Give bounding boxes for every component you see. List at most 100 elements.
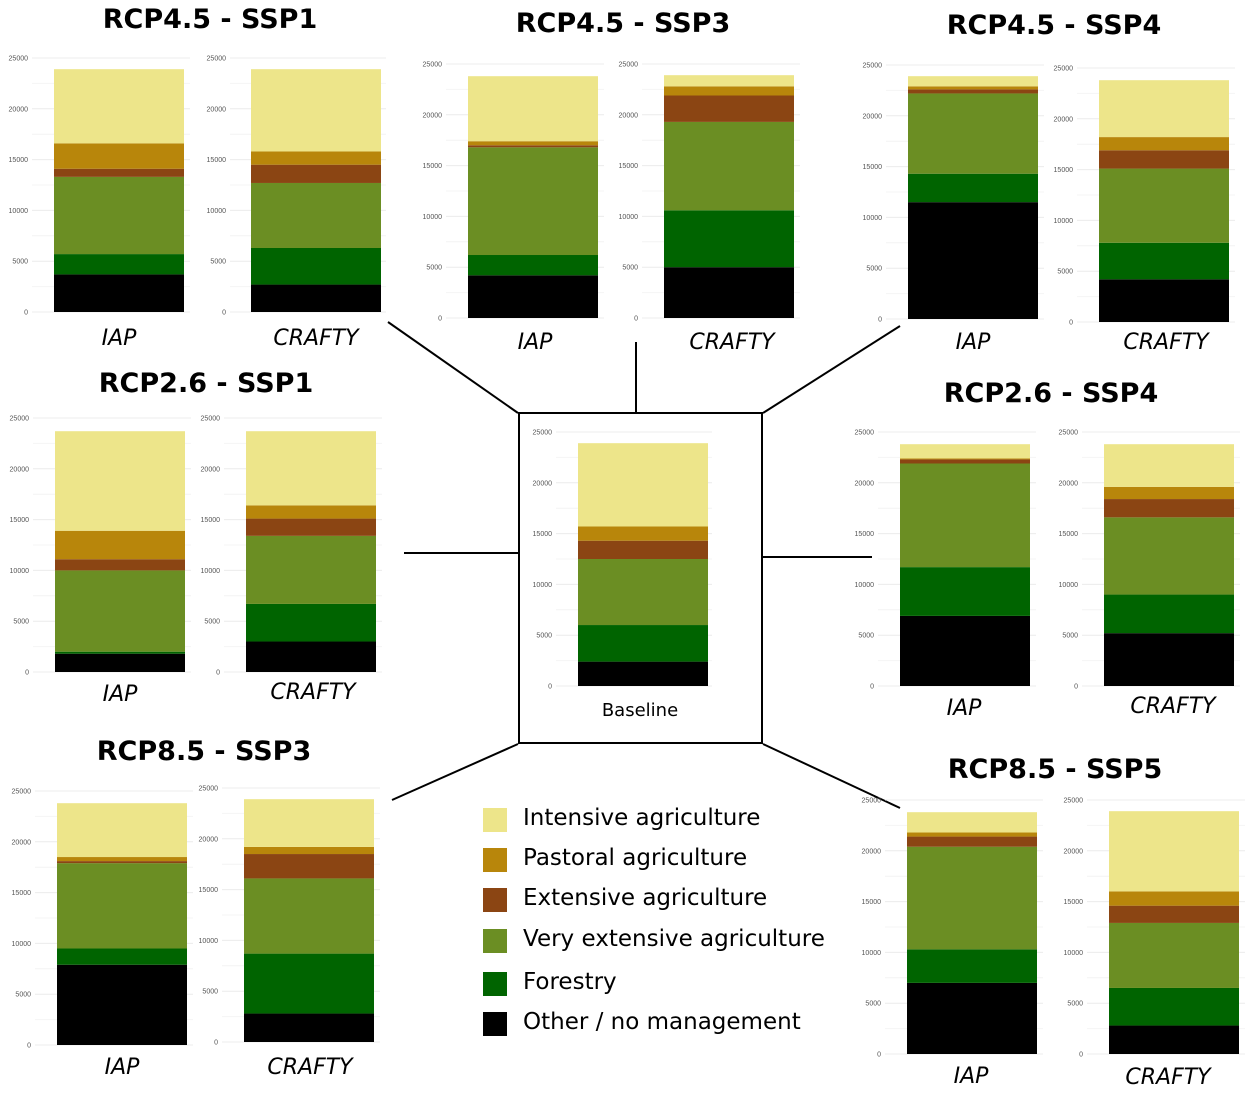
bar-segment-iap-very-extensive [908,93,1038,174]
legend-label-forestry: Forestry [523,969,617,995]
bar-segment-crafty-other [664,267,794,318]
bar-segment-crafty-pastoral [1104,486,1234,500]
bar-segment-iap-pastoral [908,86,1038,90]
bar-segment-crafty-forestry [664,210,794,268]
bar-segment-iap-pastoral [900,458,1030,460]
bar-segment-iap-extensive [57,861,187,864]
scenario-title-rcp45-ssp4: RCP4.5 - SSP4 [946,10,1162,41]
connector-rcp45-ssp1 [387,321,519,414]
bar-segment-crafty-other [1104,633,1234,686]
y-tick-label: 5000 [622,265,638,272]
x-label-rcp85-ssp3-iap: IAP [104,1055,140,1080]
bar-segment-crafty-extensive [1109,905,1239,923]
bar-segment-crafty-forestry [1109,987,1239,1026]
bar-segment-iap-extensive [468,145,598,148]
y-tick-label: 15000 [1064,899,1084,906]
legend-label-other: Other / no management [523,1009,801,1035]
bar-segment-iap-pastoral [468,141,598,146]
bar-segment-iap-extensive [900,459,1030,464]
legend-swatch-intensive [483,808,507,832]
y-tick-label: 10000 [1064,950,1084,957]
bar-segment-iap-intensive [57,803,187,858]
x-label-rcp26-ssp4-crafty: CRAFTY [1130,694,1216,719]
bar-segment-crafty-intensive [1104,444,1234,487]
bar-segment-iap-extensive [908,89,1038,94]
y-tick-label: 25000 [855,430,875,437]
bar-segment-crafty-forestry [244,953,374,1014]
y-tick-label: 20000 [9,106,29,113]
y-tick-label: 10000 [12,941,32,948]
y-tick-label: 20000 [201,466,221,473]
x-label-rcp26-ssp1-iap: IAP [102,682,138,707]
scenario-title-rcp45-ssp1: RCP4.5 - SSP1 [102,4,318,35]
bar-segment-iap-very-extensive [907,846,1037,950]
bar-segment-iap-other [468,275,598,318]
bar-segment-crafty-intensive [1109,811,1239,892]
bar-segment-iap-other [908,202,1038,319]
bar-segment-baseline-extensive [578,540,708,559]
legend-swatch-other [483,1012,507,1036]
bar-segment-crafty-other [246,641,376,672]
scenario-title-rcp26-ssp1: RCP2.6 - SSP1 [98,368,314,399]
y-tick-label: 15000 [619,163,639,170]
bar-segment-baseline-forestry [578,625,708,662]
y-tick-label: 15000 [199,887,219,894]
y-tick-label: 25000 [207,56,227,63]
x-label-rcp45-ssp4-crafty: CRAFTY [1123,330,1209,355]
y-tick-label: 20000 [1059,480,1079,487]
bar-segment-iap-very-extensive [900,463,1030,568]
x-label-rcp45-ssp1-crafty: CRAFTY [273,326,359,351]
bar-segment-baseline-pastoral [578,526,708,541]
legend-swatch-extensive [483,888,507,912]
y-tick-label: 25000 [619,62,639,69]
y-tick-label: 10000 [862,950,882,957]
legend-label-pastoral: Pastoral agriculture [523,845,748,871]
y-tick-label: 25000 [423,62,443,69]
y-tick-label: 20000 [10,466,30,473]
y-tick-label: 10000 [207,208,227,215]
bar-segment-iap-pastoral [54,143,184,169]
y-tick-label: 0 [877,1052,881,1059]
baseline-label: Baseline [601,700,679,721]
y-tick-label: 25000 [1059,430,1079,437]
y-tick-label: 10000 [423,214,443,221]
bar-segment-crafty-very-extensive [251,182,381,248]
x-label-rcp45-ssp4-iap: IAP [955,330,991,355]
x-label-rcp45-ssp3-crafty: CRAFTY [689,330,775,355]
bar-segment-crafty-intensive [1099,80,1229,138]
bar-segment-crafty-forestry [1104,594,1234,634]
y-tick-label: 20000 [207,106,227,113]
bar-segment-crafty-very-extensive [1099,168,1229,243]
y-tick-label: 5000 [1067,1001,1083,1008]
y-tick-label: 0 [214,1040,218,1047]
bar-segment-iap-intensive [54,69,184,144]
y-tick-label: 25000 [10,416,30,423]
bar-segment-iap-forestry [468,255,598,276]
bar-segment-crafty-pastoral [244,846,374,855]
bar-segment-crafty-very-extensive [244,878,374,954]
bar-segment-iap-intensive [907,812,1037,833]
bar-segment-iap-extensive [54,168,184,177]
bar-segment-crafty-intensive [244,799,374,847]
bar-segment-crafty-other [1099,279,1229,322]
bar-segment-baseline-very-extensive [578,559,708,626]
y-tick-label: 20000 [855,480,875,487]
bar-segment-iap-extensive [907,836,1037,847]
bar-segment-crafty-extensive [246,518,376,536]
y-tick-label: 10000 [1054,218,1074,225]
y-tick-label: 5000 [536,633,552,640]
y-tick-label: 25000 [201,416,221,423]
y-tick-label: 15000 [855,531,875,538]
y-tick-label: 10000 [199,938,219,945]
y-tick-label: 15000 [207,157,227,164]
y-tick-label: 0 [634,316,638,323]
bar-segment-baseline-intensive [578,443,708,527]
bar-segment-iap-forestry [55,651,185,654]
y-tick-label: 25000 [1054,66,1074,73]
y-tick-label: 15000 [1059,531,1079,538]
bar-segment-crafty-other [1109,1025,1239,1054]
y-tick-label: 20000 [619,112,639,119]
